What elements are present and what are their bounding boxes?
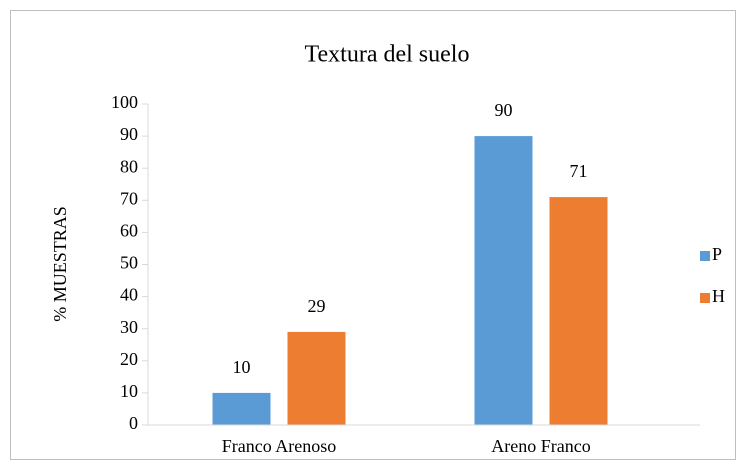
y-axis-label: % MUESTRAS (50, 206, 70, 322)
legend-swatch (700, 293, 710, 303)
bar (212, 392, 271, 425)
y-tick-label: 30 (120, 317, 138, 337)
y-tick-label: 90 (120, 124, 138, 144)
y-tick-label: 10 (120, 381, 138, 401)
legend-label: P (712, 244, 722, 264)
x-tick-label: Areno Franco (491, 436, 590, 456)
data-label: 71 (570, 161, 588, 181)
x-tick-label: Franco Arenoso (222, 436, 336, 456)
bar (549, 197, 608, 425)
legend-label: H (712, 286, 725, 306)
y-tick-label: 50 (120, 253, 138, 273)
y-tick-label: 80 (120, 156, 138, 176)
bar (287, 331, 346, 425)
y-tick-label: 70 (120, 188, 138, 208)
y-tick-label: 40 (120, 285, 138, 305)
bar (474, 136, 533, 425)
data-label: 10 (233, 357, 251, 377)
chart-border (10, 10, 736, 460)
y-tick-label: 20 (120, 349, 138, 369)
chart-title: Textura del suelo (305, 42, 470, 68)
legend-swatch (700, 251, 710, 261)
data-label: 29 (308, 296, 326, 316)
y-tick-label: 100 (111, 92, 138, 112)
data-label: 90 (495, 100, 513, 120)
y-tick-label: 0 (129, 413, 138, 433)
y-tick-label: 60 (120, 221, 138, 241)
